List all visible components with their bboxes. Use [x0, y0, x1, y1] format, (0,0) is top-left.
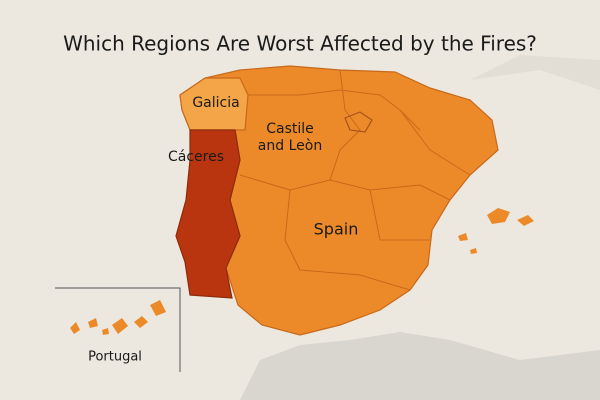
canary-island — [88, 318, 98, 328]
canary-island — [150, 300, 166, 316]
region-border — [239, 174, 451, 201]
canary-island — [70, 322, 80, 334]
galicia-region — [179, 77, 249, 131]
canary-island — [102, 328, 109, 335]
inset-frame — [55, 287, 181, 372]
galicia-label: Galicia — [192, 95, 239, 111]
portugal-region — [175, 129, 241, 299]
canary-island — [134, 316, 148, 328]
region-border — [248, 89, 421, 131]
region-border — [284, 189, 411, 291]
canary-island — [112, 318, 128, 334]
castile-label: Castile — [266, 121, 314, 137]
caceres-label: Cáceres — [168, 149, 224, 165]
balearic-island — [517, 215, 534, 226]
africa-coast — [240, 332, 600, 400]
balearic-island — [470, 248, 477, 254]
portugal-label: Portugal — [88, 350, 142, 365]
region-border — [344, 111, 373, 133]
map-title: Which Regions Are Worst Affected by the … — [63, 32, 537, 56]
region-border — [369, 189, 430, 241]
region-border — [399, 109, 471, 176]
balearic-island — [458, 233, 468, 241]
balearic-island — [487, 208, 510, 224]
france-shade — [470, 55, 600, 90]
region-border — [329, 69, 361, 181]
castile-label: and Leòn — [258, 138, 322, 154]
spain-label: Spain — [314, 220, 359, 239]
